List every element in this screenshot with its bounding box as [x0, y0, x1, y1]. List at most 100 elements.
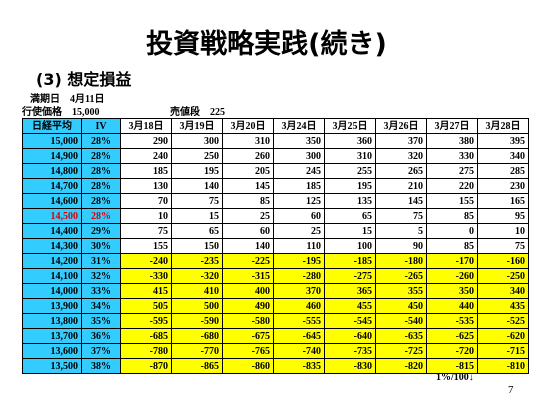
table-cell: 35%	[81, 313, 121, 329]
table-cell: 490	[222, 298, 274, 314]
table-cell: -595	[120, 313, 172, 329]
table-cell: -580	[222, 313, 274, 329]
table-row: 13,800 35% -595 -590 -580 -555 -545 -540 -535 -52…	[22, 313, 529, 329]
table-cell: 300	[273, 148, 325, 164]
table-cell: 75	[120, 223, 172, 239]
table-cell: -810	[477, 358, 529, 374]
table-cell: 140	[171, 178, 223, 194]
table-cell: 3月24日	[273, 118, 325, 134]
table-cell: -820	[375, 358, 427, 374]
table-cell: 85	[222, 193, 274, 209]
table-cell: -835	[273, 358, 325, 374]
table-cell: -645	[273, 328, 325, 344]
table-cell: -715	[477, 343, 529, 359]
table-cell: 260	[222, 148, 274, 164]
table-cell: 65	[171, 223, 223, 239]
page-number: 7	[508, 384, 514, 396]
table-cell: 185	[120, 163, 172, 179]
table-cell: -235	[171, 253, 223, 269]
table-cell: 85	[426, 238, 478, 254]
table-cell: -865	[171, 358, 223, 374]
table-cell: 14,600	[22, 193, 82, 209]
table-cell: -320	[171, 268, 223, 284]
table-row: 14,500 28% 10 15 25 60 65 75 85 95	[22, 208, 529, 224]
table-cell: 14,000	[22, 283, 82, 299]
table-row: 14,300 30% 155 150 140 110 100 90 85 75	[22, 238, 529, 254]
subtitle: (3) 想定損益	[36, 70, 132, 89]
table-cell: -740	[273, 343, 325, 359]
table-cell: 14,100	[22, 268, 82, 284]
label: 売値段	[170, 107, 200, 118]
table-cell: -525	[477, 313, 529, 329]
label: 行使価格	[22, 107, 62, 118]
table-cell: 38%	[81, 358, 121, 374]
table-cell: 145	[375, 193, 427, 209]
table-cell: 14,500	[22, 208, 82, 224]
table-cell: -225	[222, 253, 274, 269]
table-cell: 95	[477, 208, 529, 224]
table-cell: 13,800	[22, 313, 82, 329]
table-cell: -620	[477, 328, 529, 344]
table-cell: 日経平均	[22, 118, 82, 134]
table-cell: 365	[324, 283, 376, 299]
table-cell: 370	[273, 283, 325, 299]
table-cell: -640	[324, 328, 376, 344]
table-cell: -535	[426, 313, 478, 329]
table-cell: 33%	[81, 283, 121, 299]
table-cell: 3月26日	[375, 118, 427, 134]
table-row: 14,000 33% 415 410 400 370 365 355 350 340	[22, 283, 529, 299]
table-cell: 250	[171, 148, 223, 164]
table-cell: -195	[273, 253, 325, 269]
table-cell: 130	[120, 178, 172, 194]
table-cell: 28%	[81, 208, 121, 224]
table-cell: -275	[324, 268, 376, 284]
table-cell: 14,900	[22, 148, 82, 164]
table-cell: -765	[222, 343, 274, 359]
table-cell: 29%	[81, 223, 121, 239]
table-cell: -780	[120, 343, 172, 359]
table-cell: -330	[120, 268, 172, 284]
table-row: 14,800 28% 185 195 205 245 255 265 275 285	[22, 163, 529, 179]
table-cell: -240	[120, 253, 172, 269]
table-cell: -725	[375, 343, 427, 359]
table-cell: 135	[324, 193, 376, 209]
table-row: 14,400 29% 75 65 60 25 15 5 0 10	[22, 223, 529, 239]
table-cell: 13,500	[22, 358, 82, 374]
footnote: 1%/100↓	[436, 372, 474, 383]
table-cell: 155	[120, 238, 172, 254]
table-cell: -735	[324, 343, 376, 359]
table-cell: 0	[426, 223, 478, 239]
table-cell: 3月27日	[426, 118, 478, 134]
table-cell: 355	[375, 283, 427, 299]
table-cell: -160	[477, 253, 529, 269]
table-cell: 100	[324, 238, 376, 254]
table-cell: 32%	[81, 268, 121, 284]
table-cell: -720	[426, 343, 478, 359]
pl-table: 日経平均 IV 3月18日 3月19日 3月20日 3月24日 3月25日 3月26日 3月27…	[22, 118, 529, 374]
table-cell: 395	[477, 133, 529, 149]
table-cell: 10	[477, 223, 529, 239]
table-cell: -815	[426, 358, 478, 374]
table-cell: -675	[222, 328, 274, 344]
table-cell: 85	[426, 208, 478, 224]
table-cell: 440	[426, 298, 478, 314]
table-cell: 14,300	[22, 238, 82, 254]
table-cell: 285	[477, 163, 529, 179]
table-cell: 15	[171, 208, 223, 224]
table-cell: 230	[477, 178, 529, 194]
table-cell: -265	[375, 268, 427, 284]
table-cell: 31%	[81, 253, 121, 269]
table-cell: 140	[222, 238, 274, 254]
value: 225	[210, 107, 225, 118]
table-cell: 36%	[81, 328, 121, 344]
table-cell: -770	[171, 343, 223, 359]
table-cell: 320	[375, 148, 427, 164]
table-cell: 13,700	[22, 328, 82, 344]
table-cell: 195	[171, 163, 223, 179]
table-row: 14,900 28% 240 250 260 300 310 320 330 340	[22, 148, 529, 164]
table-cell: 60	[273, 208, 325, 224]
table-cell: 3月25日	[324, 118, 376, 134]
table-cell: 3月19日	[171, 118, 223, 134]
table-cell: 5	[375, 223, 427, 239]
